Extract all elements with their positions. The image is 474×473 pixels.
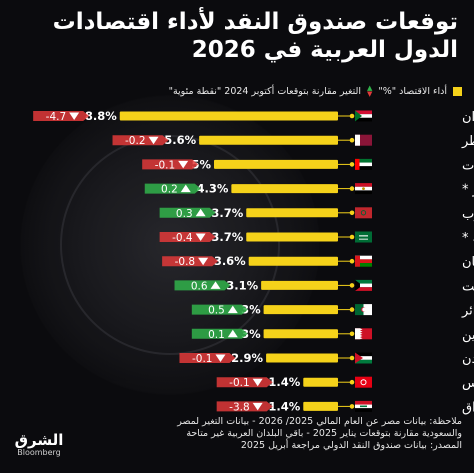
oman-flag	[355, 255, 372, 267]
value-label-12: 1.4%	[268, 399, 300, 413]
arrow-down-icon-11	[252, 378, 263, 387]
country-label-1: قطر	[461, 134, 474, 149]
value-label-0: 8.8%	[85, 109, 117, 123]
arrow-up-icon-7	[210, 281, 221, 289]
arrow-down-icon-12	[252, 402, 263, 411]
change-label-6: -0.8	[175, 256, 196, 268]
bar-10	[266, 353, 338, 363]
algeria-flag	[355, 304, 372, 316]
value-label-5: 3.7%	[211, 230, 243, 244]
bar-7	[261, 280, 338, 290]
bar-2	[214, 159, 338, 169]
country-label-10: الأردن	[462, 350, 474, 367]
change-label-5: -0.4	[172, 232, 193, 244]
change-label-9: 0.1	[208, 329, 225, 341]
value-label-4: 3.7%	[211, 206, 243, 220]
asharq-logo: الشرق Bloomberg	[12, 432, 66, 458]
change-label-3: 0.2	[161, 184, 178, 196]
arrow-down-icon-2	[178, 160, 189, 169]
arrow-down-icon-1	[148, 136, 159, 145]
value-label-3: 4.3%	[196, 182, 228, 196]
arrow-up-icon-4	[195, 208, 206, 217]
arrow-down-icon-5	[195, 233, 206, 241]
logo-sub: Bloomberg	[17, 448, 61, 457]
value-label-2: 5%	[191, 157, 211, 171]
arrow-up-icon-3	[180, 184, 191, 193]
bar-12	[303, 401, 338, 411]
change-label-1: -0.2	[125, 135, 146, 147]
iraq-flag	[355, 400, 372, 412]
change-label-4: 0.3	[176, 208, 193, 220]
arrow-down-icon-10	[215, 354, 226, 362]
legend-change-label: التغير مقارنة بتوقعات أكتوبر 2024 "نقطة …	[168, 85, 361, 97]
arrow-up-icon-9	[227, 329, 238, 338]
value-label-6: 3.6%	[214, 254, 246, 268]
country-label-2: الإمارات	[462, 158, 474, 173]
logo-name: الشرق	[14, 431, 64, 449]
egypt-flag	[355, 183, 372, 195]
country-label-7: الكويت	[462, 279, 474, 294]
imf-seal-background	[20, 95, 320, 395]
chart-title: توقعات صندوق النقد لأداء اقتصادات الدول …	[18, 8, 458, 64]
change-label-2: -0.1	[155, 159, 176, 171]
arrow-down-icon-6	[198, 257, 209, 266]
value-label-8: 3%	[241, 303, 261, 317]
morocco-flag	[355, 207, 372, 219]
change-label-7: 0.6	[191, 280, 208, 292]
legend-change-icon: ▲ ▼	[366, 84, 373, 98]
change-label-12: -3.8	[229, 401, 250, 413]
bar-6	[248, 256, 338, 266]
legend-bar-label: أداء الاقتصاد "%"	[378, 85, 447, 97]
legend-bar-swatch	[453, 86, 462, 96]
saudi-flag	[355, 231, 372, 243]
bar-8	[263, 305, 338, 315]
kuwait-flag	[355, 279, 372, 291]
bar-9	[263, 329, 338, 339]
title-line-2: الدول العربية في 2026	[191, 37, 458, 63]
jordan-flag	[355, 352, 372, 364]
value-label-7: 3.1%	[226, 278, 258, 292]
change-label-8: 0.5	[208, 305, 225, 317]
sudan-flag	[355, 110, 372, 122]
bahrain-flag	[355, 328, 372, 340]
value-label-10: 2.9%	[231, 351, 263, 365]
change-label-0: -4.7	[46, 111, 67, 123]
country-label-4: المغرب	[462, 207, 474, 222]
tunisia-flag	[355, 376, 372, 388]
footnote-line-1: ملاحظة: بيانات مصر عن العام المالي 2025/…	[177, 416, 462, 427]
value-label-1: 5.6%	[164, 133, 196, 147]
change-label-11: -0.1	[229, 377, 250, 389]
footnote-line-3: المصدر: بيانات صندوق النقد الدولي مراجعة…	[240, 440, 462, 452]
bar-0	[119, 111, 338, 121]
footnote: ملاحظة: بيانات مصر عن العام المالي 2025/…	[102, 416, 462, 453]
country-label-5: السعودية *	[462, 231, 474, 246]
value-label-11: 1.4%	[268, 375, 300, 389]
country-label-6: عُمان	[462, 255, 474, 271]
country-label-8: الجزائر	[461, 304, 474, 319]
bar-5	[246, 232, 338, 242]
country-label-9: البحرين	[462, 328, 474, 343]
country-label-0: السودان	[462, 110, 474, 125]
country-label-3: مصر *	[462, 183, 474, 198]
title-line-1: توقعات صندوق النقد لأداء اقتصادات	[52, 9, 458, 35]
arrow-down-icon-0	[69, 112, 80, 120]
uae-flag	[355, 158, 372, 170]
arrow-up-icon-8	[227, 305, 238, 314]
footnote-line-2: والسعودية مقارنة بتوقعات يناير 2025 - با…	[186, 428, 462, 440]
qatar-flag	[355, 134, 372, 146]
bar-3	[231, 184, 338, 194]
change-label-10: -0.1	[192, 353, 213, 365]
bar-11	[303, 377, 338, 387]
country-label-12: العراق	[462, 400, 474, 415]
legend: أداء الاقتصاد "%" ▲ ▼ التغير مقارنة بتوقع…	[169, 84, 462, 98]
bar-4	[246, 208, 338, 218]
country-label-11: تونس	[462, 376, 474, 391]
bar-1	[199, 135, 338, 145]
value-label-9: 3%	[241, 327, 261, 341]
